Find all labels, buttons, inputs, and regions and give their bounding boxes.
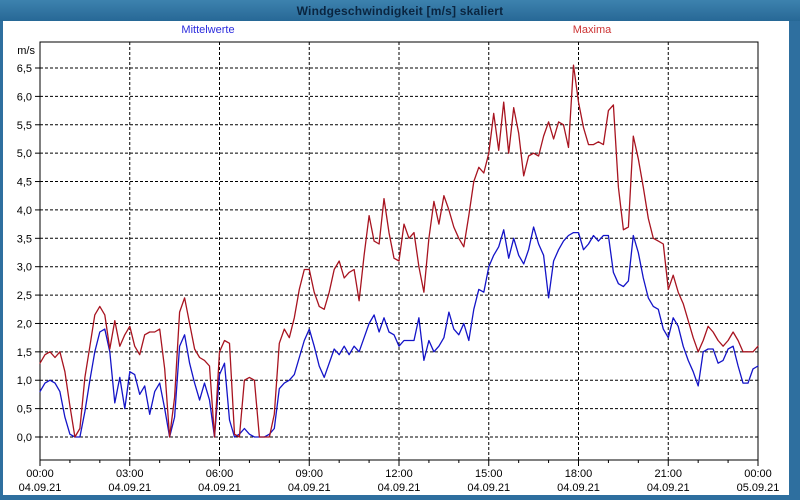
y-axis-unit-label: m/s <box>17 45 35 57</box>
wind-speed-chart: 0,0 0,5 1,0 1,5 2,0 2,5 3,0 3,5 4,0 4,5 5,0 5,5 6,0 6… <box>17 41 780 494</box>
window-frame-right <box>789 21 800 500</box>
y-tick-label: 1,0 <box>17 375 32 387</box>
y-tick-label: 3,5 <box>17 233 32 245</box>
legend-label-mittelwerte: Mittelwerte <box>181 24 235 36</box>
x-tick-time-label: 06:00 <box>206 468 234 480</box>
x-tick-date-label: 04.09.21 <box>467 482 510 494</box>
x-tick-time-label: 21:00 <box>654 468 682 480</box>
window-frame-bottom <box>0 495 800 500</box>
window-frame-left <box>0 21 3 500</box>
y-tick-label: 4,5 <box>17 177 32 189</box>
x-tick-date-label: 04.09.21 <box>647 482 690 494</box>
y-tick-label: 0,0 <box>17 432 32 444</box>
y-tick-label: 1,5 <box>17 347 32 359</box>
legend-label-maxima: Maxima <box>572 24 612 36</box>
y-tick-label: 6,5 <box>17 63 32 75</box>
y-tick-label: 0,5 <box>17 404 32 416</box>
x-tick-time-label: 12:00 <box>385 468 413 480</box>
x-tick-time-label: 15:00 <box>475 468 503 480</box>
x-tick-date-label: 05.09.21 <box>737 482 780 494</box>
x-tick-time-label: 00:00 <box>744 468 772 480</box>
y-tick-label: 4,0 <box>17 205 32 217</box>
x-tick-time-label: 03:00 <box>116 468 144 480</box>
window-title: Windgeschwindigkeit [m/s] skaliert <box>296 3 504 18</box>
y-tick-label: 6,0 <box>17 91 32 103</box>
y-tick-label: 3,0 <box>17 262 32 274</box>
x-tick-date-label: 04.09.21 <box>378 482 421 494</box>
series-line-mittelwerte <box>39 226 759 438</box>
y-tick-label: 2,0 <box>17 318 32 330</box>
window-titlebar: Windgeschwindigkeit [m/s] skaliert <box>0 0 800 21</box>
x-tick-date-label: 04.09.21 <box>288 482 331 494</box>
y-tick-label: 5,5 <box>17 120 32 132</box>
x-tick-time-label: 09:00 <box>295 468 323 480</box>
x-tick-time-label: 00:00 <box>26 468 54 480</box>
y-tick-label: 2,5 <box>17 290 32 302</box>
x-tick-date-label: 04.09.21 <box>19 482 62 494</box>
x-tick-time-label: 18:00 <box>565 468 593 480</box>
y-tick-label: 5,0 <box>17 148 32 160</box>
x-tick-date-label: 04.09.21 <box>557 482 600 494</box>
x-tick-date-label: 04.09.21 <box>198 482 241 494</box>
x-tick-date-label: 04.09.21 <box>108 482 151 494</box>
series-line-maxima <box>39 64 759 438</box>
